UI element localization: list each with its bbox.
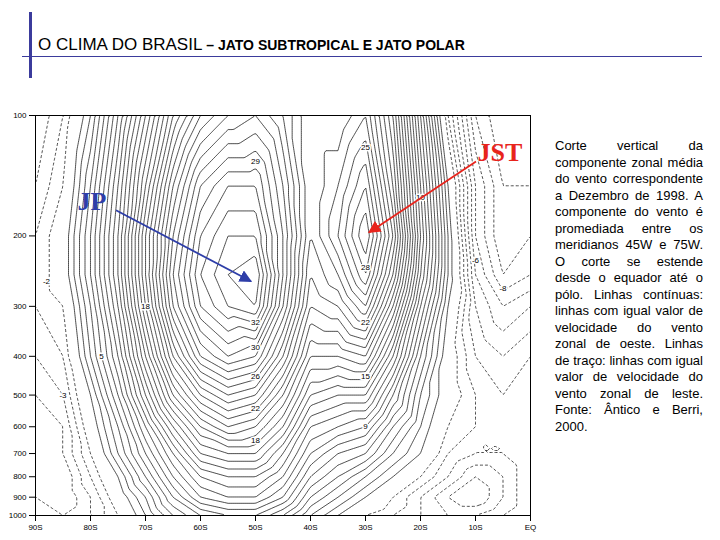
svg-text:500: 500 — [13, 391, 27, 400]
svg-text:-6: -6 — [472, 256, 480, 265]
svg-text:18: 18 — [141, 302, 150, 311]
svg-text:22: 22 — [361, 318, 370, 327]
svg-text:JST: JST — [478, 138, 523, 167]
html-text:O CLIMA DO BRASIL– JATO SUBTRO: O CLIMA DO BRASIL– JATO SUBTROPICAL E JA… — [38, 35, 465, 54]
svg-text:5: 5 — [99, 352, 104, 361]
svg-text:-2: -2 — [43, 277, 51, 286]
svg-text:15: 15 — [361, 372, 370, 381]
svg-text:25: 25 — [361, 143, 370, 152]
svg-text:90S: 90S — [28, 523, 42, 532]
svg-text:26: 26 — [251, 372, 260, 381]
svg-text:600: 600 — [13, 422, 27, 431]
svg-text:70S: 70S — [138, 523, 152, 532]
svg-text:18: 18 — [251, 436, 260, 445]
svg-text:10S: 10S — [468, 523, 482, 532]
svg-text:30: 30 — [251, 343, 260, 352]
svg-text:400: 400 — [13, 352, 27, 361]
svg-text:-8: -8 — [499, 284, 507, 293]
svg-text:10: 10 — [416, 192, 425, 202]
svg-text:JP: JP — [78, 187, 107, 216]
svg-text:50S: 50S — [248, 523, 262, 532]
svg-text:30S: 30S — [358, 523, 372, 532]
svg-text:29: 29 — [251, 157, 260, 166]
svg-text:300: 300 — [13, 302, 27, 311]
svg-text:28: 28 — [361, 263, 370, 272]
svg-text:200: 200 — [13, 231, 27, 240]
svg-text:-3: -3 — [59, 391, 67, 400]
svg-text:60S: 60S — [193, 523, 207, 532]
svg-text:22: 22 — [251, 404, 260, 413]
svg-text:700: 700 — [13, 449, 27, 458]
html-text:Corte vertical da componente z: Corte vertical da componente zonal média… — [555, 138, 703, 434]
svg-text:100: 100 — [13, 111, 27, 120]
svg-text:20S: 20S — [413, 523, 427, 532]
svg-text:40S: 40S — [303, 523, 317, 532]
svg-text:9: 9 — [363, 422, 368, 431]
svg-text:80S: 80S — [83, 523, 97, 532]
svg-text:900: 900 — [13, 493, 27, 502]
svg-text:EQ: EQ — [525, 523, 537, 532]
svg-text:800: 800 — [13, 472, 27, 481]
svg-text:1000: 1000 — [9, 511, 27, 520]
svg-text:32: 32 — [251, 318, 260, 327]
